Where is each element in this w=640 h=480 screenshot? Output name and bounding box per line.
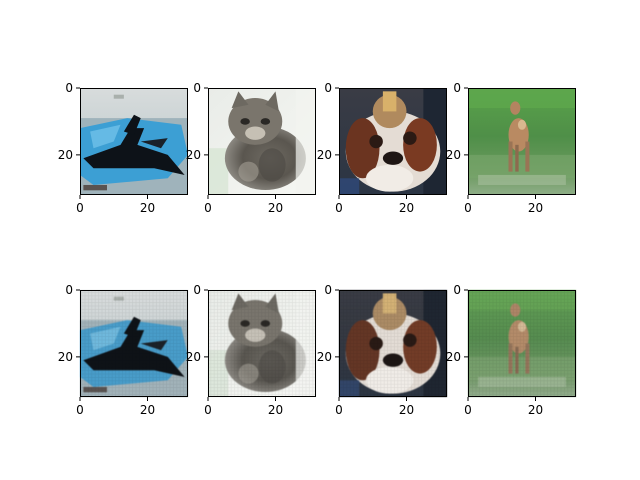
y-tick-label: 20 [446, 148, 461, 162]
y-tick-label: 20 [186, 148, 201, 162]
panel-deer-original: 0 20 0 20 [446, 81, 576, 215]
image-dog [339, 88, 447, 195]
x-tick-label: 20 [399, 201, 414, 215]
reconstruction-grid [339, 290, 447, 397]
y-tick-label: 0 [324, 283, 332, 297]
y-tick-label: 0 [453, 81, 461, 95]
y-tick-label: 0 [193, 81, 201, 95]
axes-frame [80, 290, 188, 397]
x-tick-label: 0 [335, 201, 343, 215]
panel-airplane-reconstruction: 0 20 0 20 [58, 283, 188, 417]
axes-frame [208, 88, 316, 195]
y-tick-label: 20 [186, 350, 201, 364]
axes-frame [468, 290, 576, 397]
y-tick-label: 0 [193, 283, 201, 297]
x-tick-label: 0 [76, 201, 84, 215]
y-tick-label: 20 [58, 350, 73, 364]
panel-deer-reconstruction: 0 20 0 20 [446, 283, 576, 417]
x-tick-label: 20 [140, 201, 155, 215]
x-tick-label: 20 [528, 201, 543, 215]
panel-dog-original: 0 20 0 20 [317, 81, 447, 215]
x-tick-label: 0 [204, 403, 212, 417]
y-tick-label: 20 [58, 148, 73, 162]
y-tick-label: 0 [453, 283, 461, 297]
axes-frame [80, 88, 188, 195]
x-tick-label: 20 [268, 201, 283, 215]
axes-frame [339, 88, 447, 195]
image-deer [468, 88, 576, 195]
axes-frame [208, 290, 316, 397]
x-tick-label: 0 [464, 201, 472, 215]
panel-dog-reconstruction: 0 20 0 20 [317, 283, 447, 417]
x-tick-label: 20 [528, 403, 543, 417]
y-tick-label: 0 [324, 81, 332, 95]
panel-airplane-original: 0 20 0 20 [58, 81, 188, 215]
panel-cat-reconstruction: 0 20 0 20 [186, 283, 316, 417]
y-tick-label: 20 [317, 148, 332, 162]
reconstruction-grid [80, 290, 188, 397]
panel-cat-original: 0 20 0 20 [186, 81, 316, 215]
y-tick-label: 20 [446, 350, 461, 364]
x-tick-label: 0 [464, 403, 472, 417]
reconstruction-grid [468, 290, 576, 397]
x-tick-label: 20 [399, 403, 414, 417]
x-tick-label: 0 [204, 201, 212, 215]
image-airplane [80, 88, 188, 195]
axes-frame [468, 88, 576, 195]
x-tick-label: 20 [268, 403, 283, 417]
x-tick-label: 20 [140, 403, 155, 417]
y-tick-label: 0 [65, 283, 73, 297]
y-tick-label: 0 [65, 81, 73, 95]
x-tick-label: 0 [335, 403, 343, 417]
x-tick-label: 0 [76, 403, 84, 417]
image-cat [208, 88, 316, 195]
y-tick-label: 20 [317, 350, 332, 364]
reconstruction-grid [208, 290, 316, 397]
axes-frame [339, 290, 447, 397]
